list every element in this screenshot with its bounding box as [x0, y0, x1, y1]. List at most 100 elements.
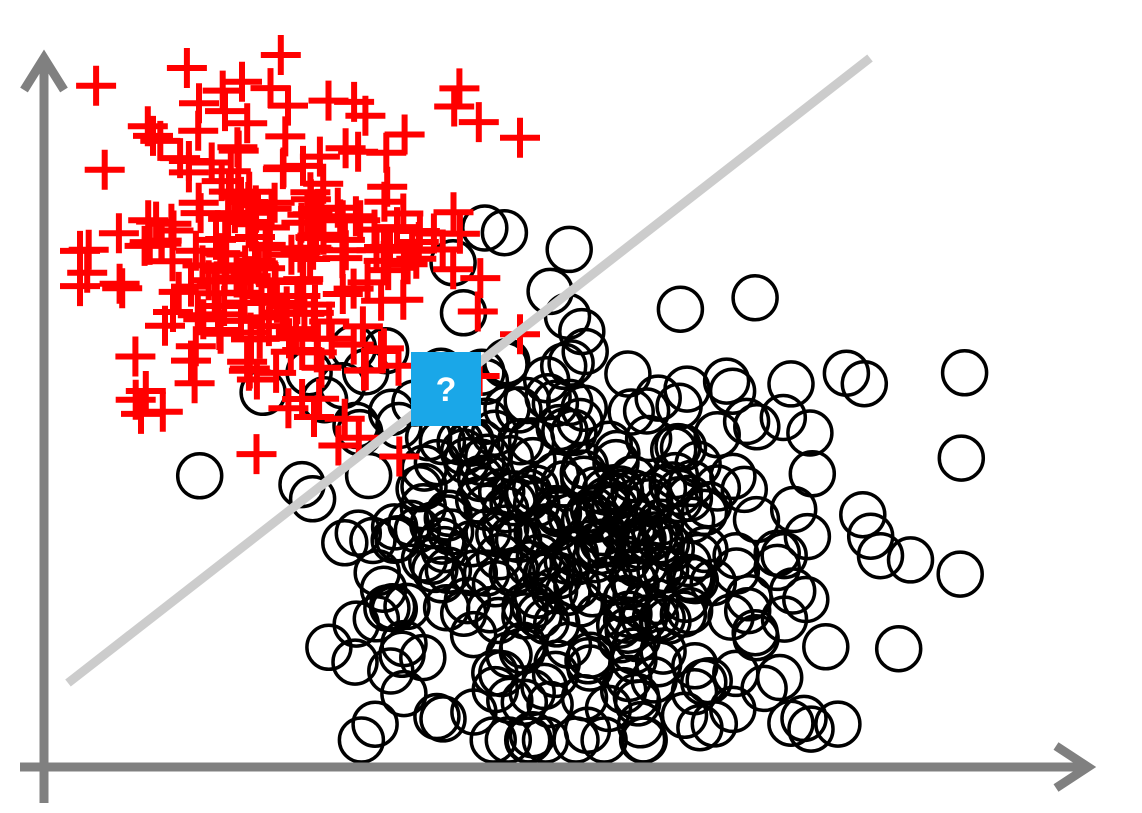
negative-point	[380, 619, 428, 668]
positive-point	[227, 341, 268, 382]
positive-point	[434, 86, 475, 127]
negative-point	[592, 438, 640, 487]
positive-point	[60, 230, 100, 271]
negative-point	[556, 580, 605, 628]
negative-point	[456, 454, 505, 503]
positive-point	[342, 306, 383, 347]
negative-point	[596, 465, 644, 513]
negative-point	[814, 700, 862, 748]
positive-point	[383, 279, 424, 320]
negative-point	[607, 388, 655, 436]
positive-point	[153, 292, 193, 332]
positive-point	[392, 230, 433, 271]
negative-point	[886, 536, 935, 584]
negative-point	[642, 519, 691, 568]
positive-point	[268, 85, 308, 126]
positive-point	[98, 213, 139, 254]
negative-point	[534, 487, 582, 536]
positive-point	[324, 398, 365, 439]
negative-point	[720, 465, 769, 514]
negative-point	[768, 567, 817, 615]
negative-point	[547, 339, 595, 387]
negative-point	[352, 595, 401, 643]
negative-point	[733, 403, 781, 451]
positive-point	[178, 110, 219, 151]
positive-point	[361, 331, 401, 371]
negative-point	[544, 568, 592, 617]
axes	[20, 49, 1097, 803]
positive-point	[236, 359, 277, 400]
positive-point	[338, 131, 379, 172]
negative-class-points	[175, 204, 989, 764]
negative-point	[759, 393, 808, 442]
negative-point	[856, 531, 905, 580]
negative-point	[475, 510, 523, 558]
negative-point	[387, 499, 435, 548]
negative-point	[782, 575, 830, 624]
positive-point	[125, 371, 166, 411]
negative-point	[936, 550, 984, 598]
negative-point	[670, 667, 719, 716]
negative-point	[707, 593, 755, 641]
negative-point	[787, 705, 835, 753]
negative-point	[666, 553, 714, 602]
negative-point	[337, 716, 386, 764]
positive-point	[344, 350, 384, 391]
positive-point	[178, 182, 219, 223]
positive-point	[245, 224, 286, 265]
negative-point	[409, 501, 457, 549]
x-axis-arrowhead	[1053, 742, 1097, 792]
positive-point	[202, 70, 243, 111]
negative-point	[709, 685, 757, 734]
positive-point	[433, 192, 474, 233]
positive-point	[317, 187, 358, 228]
negative-point	[553, 561, 601, 610]
positive-point	[115, 379, 156, 420]
negative-point	[636, 517, 685, 565]
query-point-label: ?	[436, 371, 457, 409]
negative-point	[523, 502, 572, 551]
negative-point	[604, 350, 652, 398]
negative-point	[530, 566, 579, 615]
positive-point	[433, 249, 474, 290]
negative-point	[656, 285, 705, 333]
positive-point	[333, 268, 374, 309]
negative-point	[760, 531, 808, 580]
negative-point	[712, 649, 760, 698]
negative-point	[822, 349, 871, 397]
positive-point	[256, 352, 297, 393]
positive-point	[439, 213, 480, 254]
negative-point	[505, 716, 553, 764]
negative-point	[613, 614, 662, 663]
positive-point	[384, 114, 425, 155]
negative-point	[940, 349, 989, 397]
positive-point	[133, 115, 173, 156]
positive-point	[333, 324, 374, 365]
negative-point	[175, 452, 224, 500]
negative-point	[712, 547, 761, 595]
negative-point	[648, 461, 697, 509]
positive-point	[76, 65, 117, 106]
negative-point	[585, 420, 633, 468]
positive-point	[396, 238, 437, 279]
negative-point	[463, 483, 511, 532]
negative-point	[839, 490, 887, 539]
negative-point	[769, 485, 818, 534]
negative-point	[665, 474, 714, 522]
positive-point	[282, 379, 323, 419]
query-point-box	[411, 352, 481, 426]
negative-point	[515, 533, 564, 582]
negative-point	[469, 716, 517, 764]
negative-point	[351, 700, 399, 748]
positive-point	[174, 363, 215, 404]
negative-point	[288, 475, 337, 523]
negative-point	[332, 600, 380, 648]
positive-class-points	[60, 35, 540, 477]
positive-point	[177, 295, 218, 336]
negative-point	[780, 694, 828, 743]
negative-point	[395, 465, 443, 513]
negative-point	[597, 615, 645, 664]
negative-point	[660, 691, 709, 740]
negative-point	[786, 409, 834, 457]
